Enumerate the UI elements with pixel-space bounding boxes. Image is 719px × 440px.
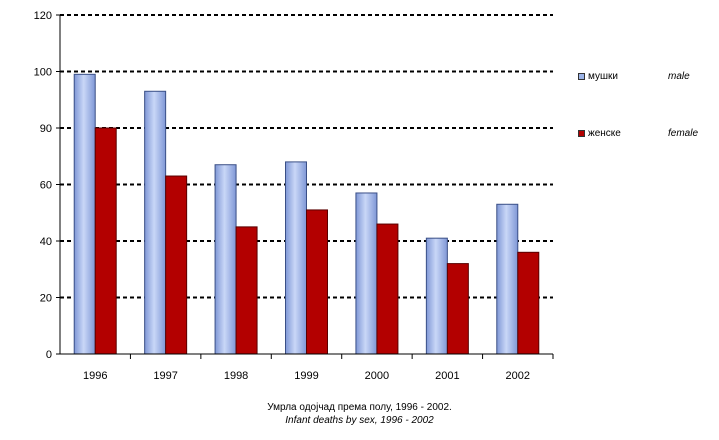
bars: [73, 73, 540, 355]
y-tick-label: 20: [40, 293, 52, 305]
legend-swatch-male: [578, 72, 585, 80]
y-axis: 0 20 40 60 90 100 120: [34, 10, 61, 361]
legend-swatch-female: [578, 129, 585, 137]
bar-female-2001: [446, 263, 469, 355]
x-axis: 1996 1997 1998 1999 2000 2001 2002: [60, 353, 554, 382]
y-tick-label: 100: [34, 67, 52, 79]
x-tick-label: 1997: [153, 370, 177, 382]
y-tick-label: 120: [34, 10, 52, 22]
bar-male-1998: [214, 164, 237, 355]
y-tick-label: 90: [40, 123, 52, 135]
bar-male-2000: [355, 192, 378, 355]
legend-item-male: мушки male: [578, 69, 690, 83]
x-tick-label: 1999: [294, 370, 318, 382]
legend-label-male: мушки: [588, 70, 618, 82]
bar-female-1998: [235, 226, 258, 355]
bar-female-2002: [517, 251, 540, 355]
bar-male-2001: [425, 237, 448, 355]
y-tick-label: 40: [40, 236, 52, 248]
x-tick-label: 2002: [506, 370, 530, 382]
legend-label-male-alt: male: [668, 70, 690, 82]
chart-caption: Умрла одојчад према полу, 1996 - 2002.: [267, 402, 452, 413]
bar-female-2000: [376, 223, 399, 355]
chart-caption-alt: Infant deaths by sex, 1996 - 2002: [285, 415, 434, 426]
bar-female-1999: [306, 209, 328, 355]
legend-item-female: женске female: [578, 126, 698, 140]
bar-female-1996: [94, 127, 117, 355]
bar-female-1997: [165, 175, 188, 355]
x-tick-label: 1996: [83, 370, 107, 382]
x-tick-label: 1998: [224, 370, 248, 382]
bar-male-1997: [144, 90, 167, 355]
legend-label-female-alt: female: [668, 127, 699, 139]
y-tick-label: 0: [46, 349, 52, 361]
x-tick-label: 2001: [435, 370, 459, 382]
bar-male-1999: [285, 161, 307, 355]
legend-label-female: женске: [588, 127, 621, 139]
y-tick-label: 60: [40, 180, 52, 192]
bar-male-1996: [73, 73, 96, 355]
x-tick-label: 2000: [365, 370, 389, 382]
bar-male-2002: [496, 203, 519, 355]
legend: мушки male женске female: [578, 64, 719, 154]
